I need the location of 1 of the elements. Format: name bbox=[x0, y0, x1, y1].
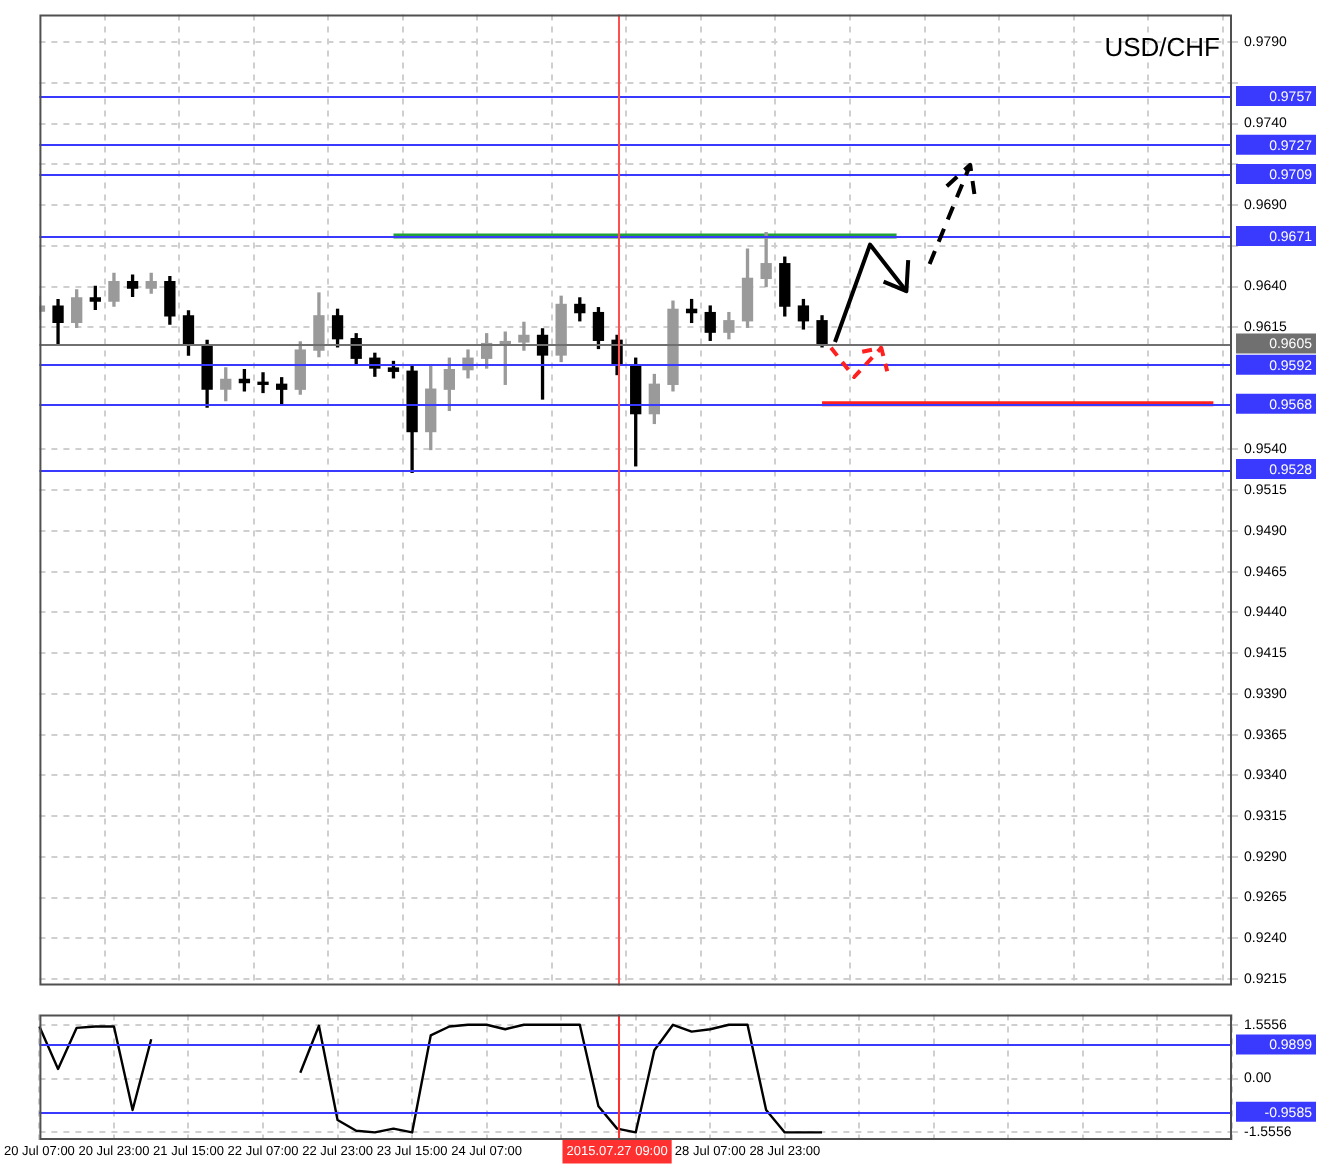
text: USD/CHF bbox=[1104, 32, 1221, 63]
